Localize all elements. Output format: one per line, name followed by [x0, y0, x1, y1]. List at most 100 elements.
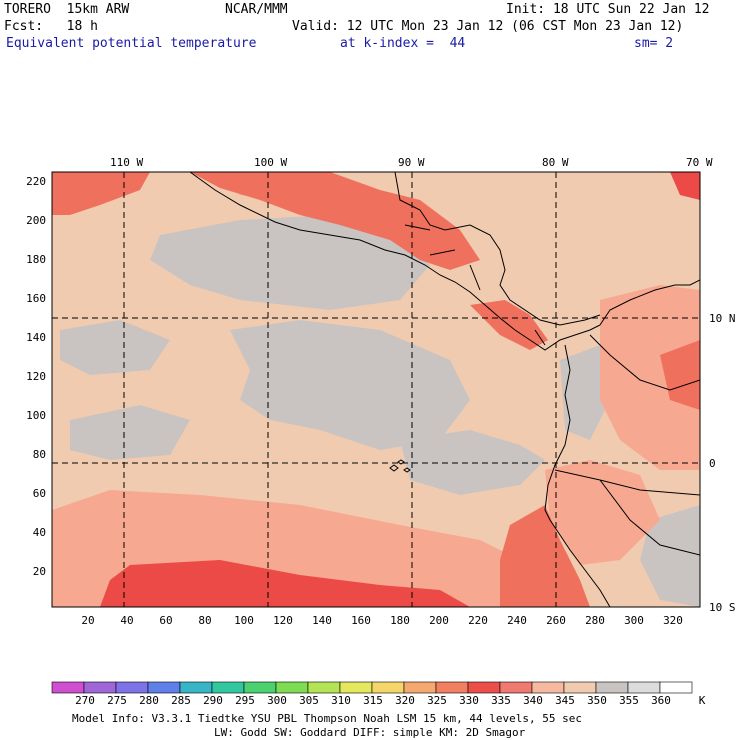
x-tick: 200 — [429, 614, 449, 627]
colorbar-swatch — [115, 681, 149, 694]
lat-label-10s: 10 S — [709, 601, 736, 614]
x-axis-ticks: 20 40 60 80 100 120 140 160 180 200 220 … — [81, 614, 683, 627]
lon-label-80w: 80 W — [542, 156, 569, 169]
coastlines — [189, 172, 700, 607]
colorbar-label: 310 — [331, 694, 351, 707]
colorbar-swatch — [83, 681, 117, 694]
colorbar-label: 340 — [523, 694, 543, 707]
colorbar-swatch — [595, 681, 629, 694]
cool-region-north — [150, 215, 430, 310]
y-tick: 80 — [33, 448, 46, 461]
x-tick: 100 — [234, 614, 254, 627]
field-shading — [52, 172, 700, 607]
footer-physics-info: LW: Godd SW: Goddard DIFF: simple KM: 2D… — [214, 726, 526, 739]
x-tick: 300 — [624, 614, 644, 627]
colorbar-swatch — [627, 681, 661, 694]
colorbar-label: 360 — [651, 694, 671, 707]
colorbar-label: 300 — [267, 694, 287, 707]
colorbar-swatch — [371, 681, 405, 694]
x-tick: 280 — [585, 614, 605, 627]
init-time: Init: 18 UTC Sun 22 Jan 12 — [506, 2, 710, 17]
colorbar-label: 330 — [459, 694, 479, 707]
colorbar-labels: 270 275 280 285 290 295 300 305 310 315 … — [75, 694, 706, 707]
colorbar-swatch — [275, 681, 309, 694]
valid-time: Valid: 12 UTC Mon 23 Jan 12 (06 CST Mon … — [292, 19, 684, 34]
colorbar-label: 290 — [203, 694, 223, 707]
y-tick: 120 — [26, 370, 46, 383]
colorbar-swatch — [147, 681, 181, 694]
colorbar-label: 350 — [587, 694, 607, 707]
field-title: Equivalent potential temperature — [6, 36, 257, 51]
y-tick: 140 — [26, 331, 46, 344]
lon-label-90w: 90 W — [398, 156, 425, 169]
x-tick: 120 — [273, 614, 293, 627]
galapagos-islands — [389, 459, 411, 473]
colorbar-label: 270 — [75, 694, 95, 707]
center-name: NCAR/MMM — [225, 2, 288, 17]
x-tick: 60 — [159, 614, 172, 627]
pacific-southamerica-coast — [544, 344, 611, 607]
x-tick: 320 — [663, 614, 683, 627]
footer-model-info: Model Info: V3.3.1 Tiedtke YSU PBL Thomp… — [72, 712, 582, 725]
x-tick: 20 — [81, 614, 94, 627]
hot-region-mexico-west — [52, 172, 150, 215]
yucatan-coast — [394, 172, 601, 326]
y-tick: 220 — [26, 175, 46, 188]
x-tick: 260 — [546, 614, 566, 627]
colorbar-swatch — [307, 681, 341, 694]
map-frame — [51, 171, 701, 608]
colorbar-label: 275 — [107, 694, 127, 707]
colorbar-swatch — [211, 681, 245, 694]
lat-label-0: 0 — [709, 457, 716, 470]
lon-label-70w: 70 W — [686, 156, 713, 169]
y-tick: 60 — [33, 487, 46, 500]
model-name: TORERO 15km ARW — [4, 2, 130, 17]
y-tick: 100 — [26, 409, 46, 422]
lon-label-100w: 100 W — [254, 156, 287, 169]
x-tick: 220 — [468, 614, 488, 627]
smoothing-label: sm= 2 — [634, 36, 674, 51]
colorbar-label: 320 — [395, 694, 415, 707]
warm-region-southamerica — [545, 460, 660, 565]
y-tick: 200 — [26, 214, 46, 227]
hot-region-caribbean — [670, 172, 700, 200]
y-axis-ticks: 220 200 180 160 140 120 100 80 60 40 20 — [26, 175, 46, 578]
hot-region-mexico-coast — [190, 172, 480, 270]
cool-region-central — [230, 320, 470, 450]
colorbar-swatch — [243, 681, 277, 694]
warm-region-colombia — [600, 285, 700, 470]
colorbar-swatch — [403, 681, 437, 694]
colorbar-swatch — [179, 681, 213, 694]
central-america-coast — [189, 172, 601, 351]
colorbar-label: 280 — [139, 694, 159, 707]
colorbar-label: 305 — [299, 694, 319, 707]
x-tick: 80 — [198, 614, 211, 627]
colorbar-label: 295 — [235, 694, 255, 707]
colorbar-label: 345 — [555, 694, 575, 707]
lon-labels: 110 W 100 W 90 W 80 W 70 W — [110, 156, 713, 169]
colorbar-swatch — [499, 681, 533, 694]
x-tick: 140 — [312, 614, 332, 627]
colorbar-label: 325 — [427, 694, 447, 707]
cool-region-west — [60, 320, 170, 375]
forecast-hour: Fcst: 18 h — [4, 19, 98, 34]
hot-band-south — [100, 560, 470, 607]
colorbar-swatch — [531, 681, 565, 694]
colorbar-label: 315 — [363, 694, 383, 707]
colorbar-swatch — [659, 681, 693, 694]
hot-region-colombia — [660, 340, 700, 410]
y-tick: 40 — [33, 526, 46, 539]
x-tick: 180 — [390, 614, 410, 627]
level-label: at k-index = 44 — [340, 36, 466, 51]
colorbar-swatch — [435, 681, 469, 694]
y-tick: 180 — [26, 253, 46, 266]
y-tick: 20 — [33, 565, 46, 578]
x-tick: 160 — [351, 614, 371, 627]
lon-label-110w: 110 W — [110, 156, 143, 169]
graticule — [52, 172, 700, 607]
colombia-coast — [599, 279, 700, 326]
colorbar-label: 355 — [619, 694, 639, 707]
y-tick: 160 — [26, 292, 46, 305]
colorbar-swatch — [467, 681, 501, 694]
